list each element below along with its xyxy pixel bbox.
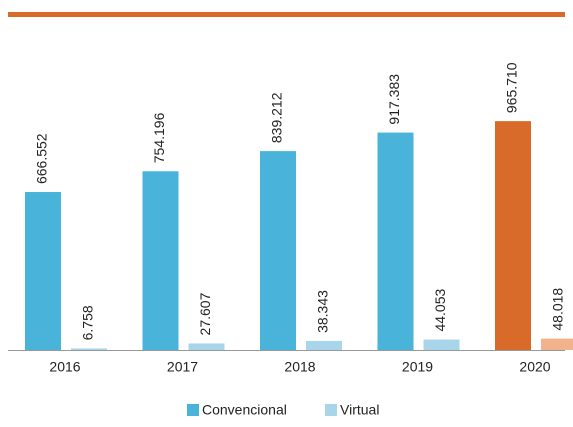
bar xyxy=(142,171,179,350)
top-rule xyxy=(8,12,565,17)
value-label: 6.758 xyxy=(80,305,96,340)
value-label: 666.552 xyxy=(34,133,50,184)
legend-swatch xyxy=(325,404,337,416)
legend-label: Convencional xyxy=(202,402,287,418)
bar xyxy=(495,121,531,350)
x-tick-label: 2017 xyxy=(167,359,198,375)
x-tick-label: 2020 xyxy=(519,359,550,375)
value-label: 917.383 xyxy=(386,74,402,125)
legend-label: Virtual xyxy=(340,402,379,418)
x-tick-label: 2018 xyxy=(284,359,315,375)
bar xyxy=(541,338,573,350)
bar xyxy=(71,348,107,350)
value-label: 44.053 xyxy=(432,289,448,332)
value-label: 38.343 xyxy=(315,290,331,333)
bar xyxy=(25,192,61,350)
value-label: 965.710 xyxy=(504,62,520,113)
value-label: 839.212 xyxy=(269,92,285,143)
bar xyxy=(260,151,296,350)
value-label: 48.018 xyxy=(550,288,566,331)
bar xyxy=(423,339,460,350)
value-label: 27.607 xyxy=(197,292,213,335)
x-tick-label: 2016 xyxy=(49,359,80,375)
value-label: 754.196 xyxy=(151,112,167,163)
bar xyxy=(306,340,342,350)
bar xyxy=(377,132,414,350)
legend-swatch xyxy=(187,404,199,416)
x-tick-label: 2019 xyxy=(402,359,433,375)
bar xyxy=(188,343,225,350)
